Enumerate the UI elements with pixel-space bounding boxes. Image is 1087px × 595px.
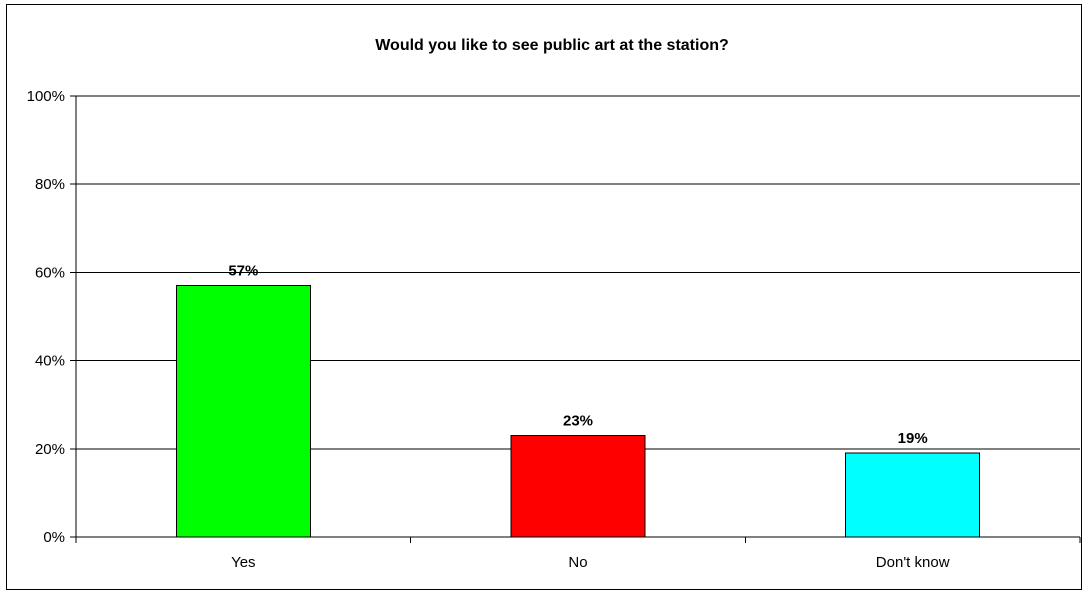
- data-label: 19%: [898, 430, 928, 447]
- data-label: 57%: [228, 263, 258, 280]
- y-tick-label: 80%: [35, 176, 65, 193]
- bar: [510, 435, 646, 538]
- y-tick-label: 0%: [43, 529, 65, 546]
- x-tick-label: Yes: [231, 554, 255, 571]
- x-tick-label: No: [568, 554, 587, 571]
- y-tick-label: 40%: [35, 353, 65, 370]
- axes: 0% 20% 40% 60% 80% 100% Yes No Don't know: [27, 88, 1081, 571]
- bar: [845, 452, 981, 538]
- chart-title: Would you like to see public art at the …: [375, 37, 729, 54]
- data-labels: 57% 23% 19%: [228, 263, 927, 448]
- y-tick-label: 60%: [35, 264, 65, 281]
- y-tick-label: 20%: [35, 441, 65, 458]
- data-label: 23%: [563, 413, 593, 430]
- bar: [175, 285, 311, 538]
- y-tick-label: 100%: [27, 88, 65, 105]
- x-tick-label: Don't know: [876, 554, 950, 571]
- bars: [175, 285, 981, 538]
